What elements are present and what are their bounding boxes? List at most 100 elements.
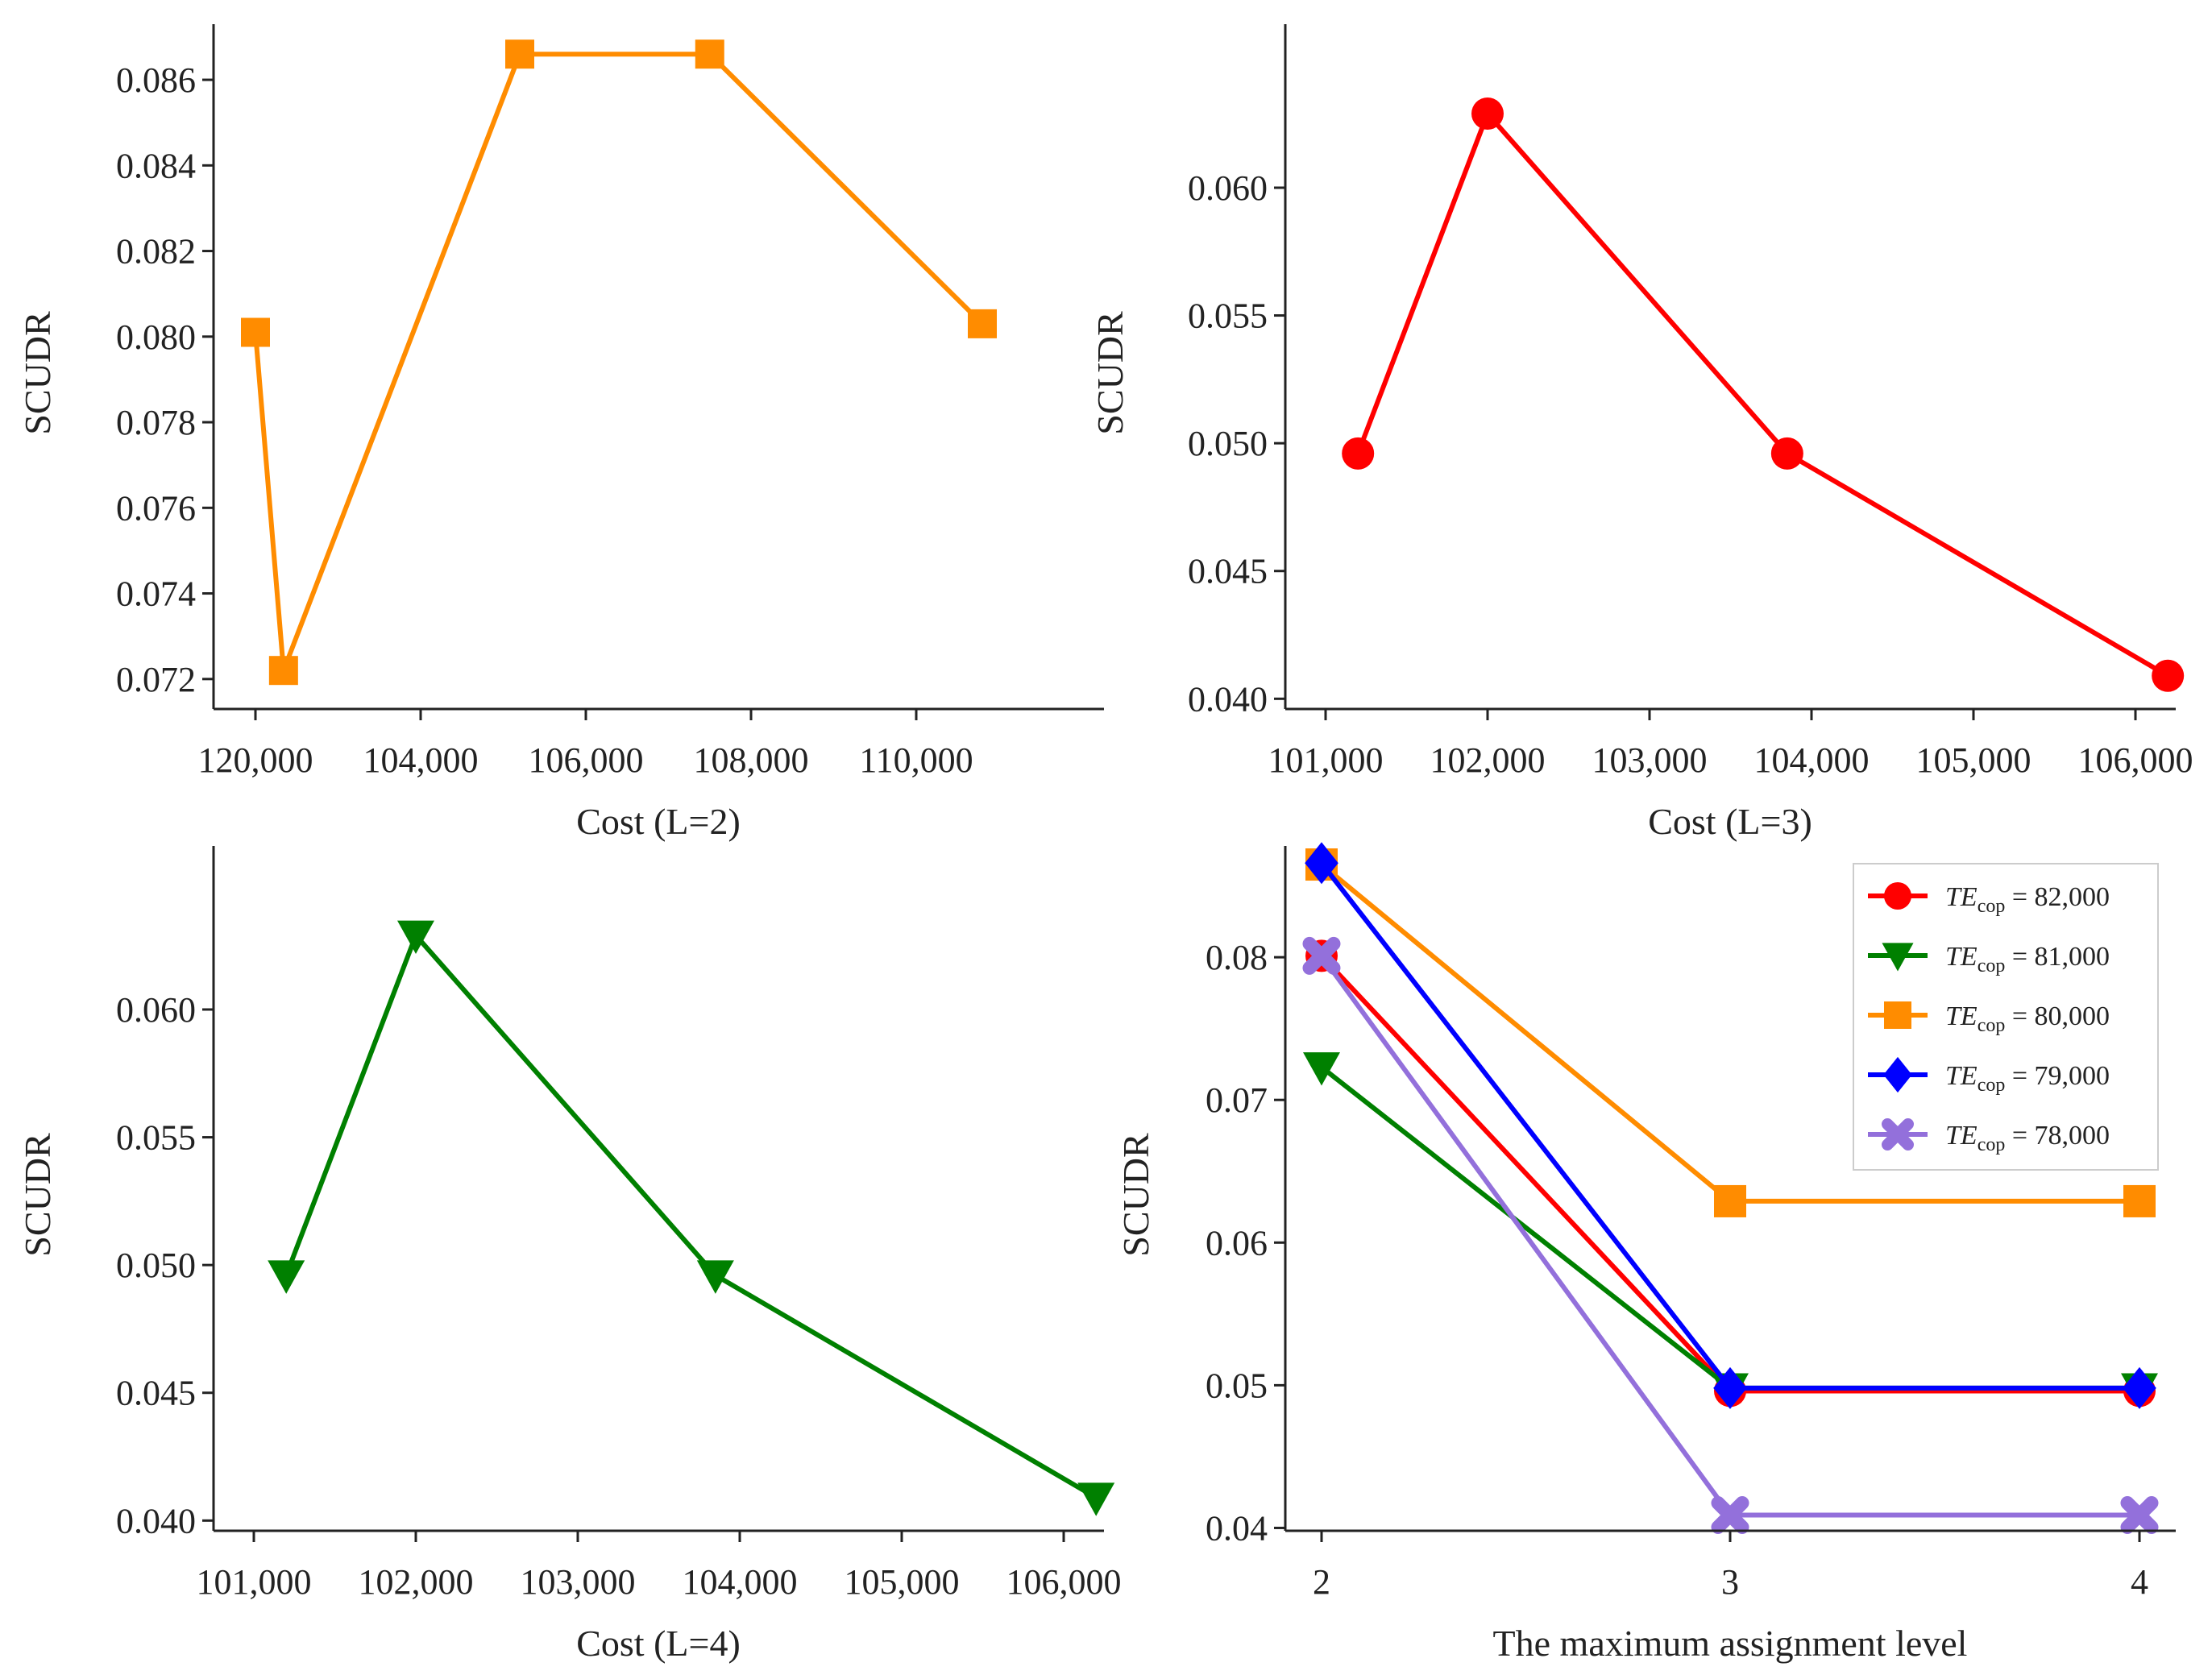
- plot-area-l4: 0.040 0.045 0.050 0.055 0.060 101,000 102,000 1…: [116, 920, 1122, 1602]
- legend-label-value: = 80,000: [2005, 1001, 2110, 1031]
- y-tick-label: 0.04: [1206, 1508, 1268, 1548]
- series-point: [1303, 1052, 1340, 1086]
- y-tick-label: 0.086: [116, 60, 196, 100]
- x-tick-label: 108,000: [694, 740, 809, 780]
- x-axis-label: Cost (L=2): [576, 801, 741, 842]
- x-tick-label: 104,000: [363, 740, 479, 780]
- legend-label-value: = 82,000: [2005, 882, 2110, 912]
- series-point: [695, 39, 724, 69]
- y-tick-label: 0.06: [1206, 1223, 1268, 1262]
- legend-label-sub: cop: [1978, 1075, 2006, 1096]
- legend-label-value: = 81,000: [2005, 942, 2110, 972]
- legend-label-prefix: TE: [1945, 882, 1978, 912]
- y-tick-label: 0.040: [116, 1501, 196, 1540]
- legend-entry: TEcop = 79,000: [1868, 1056, 2110, 1096]
- x-tick-label: 103,000: [1592, 740, 1708, 780]
- x-tick-label: 102,000: [359, 1562, 474, 1602]
- legend-marker: [1883, 1056, 1912, 1093]
- legend-label: TEcop = 79,000: [1945, 1061, 2110, 1096]
- legend-marker: [1882, 943, 1914, 972]
- x-tick-label: 3: [1721, 1562, 1739, 1602]
- chart-panel-cost-l3: 0.040 0.045 0.050 0.055 0.060 101,000 102,000 1…: [1089, 24, 2193, 842]
- legend-label-value: = 78,000: [2005, 1121, 2110, 1151]
- marker-stroke: [1302, 936, 1341, 975]
- legend-label: TEcop = 80,000: [1945, 1001, 2110, 1036]
- y-tick-label: 0.060: [1188, 168, 1268, 208]
- plot-area-levels: 0.04 0.05 0.06 0.07 0.08 2 3 4: [1206, 842, 2159, 1602]
- series-point: [1077, 1482, 1115, 1516]
- x-tick-label: 4: [2131, 1562, 2148, 1602]
- x-tick-label: 102,000: [1430, 740, 1546, 780]
- legend-entry: TEcop = 80,000: [1868, 1001, 2110, 1036]
- marker-stroke: [2120, 1496, 2159, 1535]
- series-line: [1355, 111, 2169, 678]
- y-tick-label: 0.076: [116, 488, 196, 528]
- legend-label-prefix: TE: [1945, 1121, 1978, 1151]
- x-tick-label: 110,000: [859, 740, 973, 780]
- legend-label: TEcop = 78,000: [1945, 1121, 2110, 1155]
- series-line: [253, 52, 985, 674]
- y-tick-label: 0.045: [1188, 552, 1268, 591]
- y-tick-label: 0.084: [116, 146, 196, 185]
- series-point: [1714, 1184, 1746, 1217]
- series-point: [268, 1260, 305, 1294]
- legend-label-sub: cop: [1978, 956, 2006, 976]
- series-point: [696, 1260, 734, 1294]
- series-point: [1305, 842, 1338, 885]
- series-point: [2120, 1496, 2159, 1535]
- chart-panel-assignment-level: 0.04 0.05 0.06 0.07 0.08 2 3 4 The maximum assi…: [1115, 842, 2176, 1664]
- legend-label: TEcop = 81,000: [1945, 942, 2110, 976]
- x-tick-label: 105,000: [1916, 740, 2031, 780]
- marker-stroke: [1711, 1496, 1749, 1535]
- x-axis-label: The maximum assignment level: [1493, 1623, 1968, 1664]
- legend-entry: TEcop = 81,000: [1868, 942, 2110, 976]
- y-tick-label: 0.08: [1206, 938, 1268, 977]
- series-point: [397, 920, 434, 955]
- y-tick-label: 0.055: [1188, 296, 1268, 336]
- y-tick-label: 0.074: [116, 574, 196, 614]
- legend-label: TEcop = 82,000: [1945, 882, 2110, 917]
- legend-label-prefix: TE: [1945, 1001, 1978, 1031]
- y-axis-label: SCUDR: [1089, 311, 1131, 435]
- x-tick-label: 106,000: [2078, 740, 2193, 780]
- y-tick-label: 0.050: [1188, 424, 1268, 463]
- series-point: [1770, 437, 1803, 470]
- y-tick-label: 0.072: [116, 660, 196, 699]
- series-point: [505, 39, 534, 69]
- legend-label-sub: cop: [1978, 1134, 2006, 1155]
- y-axis-label: SCUDR: [17, 1133, 58, 1257]
- y-tick-label: 0.050: [116, 1246, 196, 1285]
- series-point: [268, 656, 298, 686]
- y-tick-label: 0.060: [116, 990, 196, 1030]
- series-point: [1342, 437, 1375, 470]
- y-axis-label: SCUDR: [17, 311, 58, 435]
- legend-label-sub: cop: [1978, 1015, 2006, 1036]
- y-axis-label: SCUDR: [1115, 1133, 1156, 1257]
- legend-marker: [1884, 882, 1911, 910]
- y-tick-label: 0.05: [1206, 1366, 1268, 1405]
- x-tick-label: 101,000: [197, 1562, 312, 1602]
- series-point: [1711, 1496, 1749, 1535]
- y-tick-label: 0.078: [116, 403, 196, 442]
- legend-marker: [1884, 1001, 1911, 1029]
- series-point: [241, 317, 270, 347]
- x-tick-label: 120,000: [198, 740, 313, 780]
- legend-label-sub: cop: [1978, 896, 2006, 917]
- x-tick-label: 104,000: [683, 1562, 798, 1602]
- y-tick-label: 0.07: [1206, 1080, 1268, 1120]
- legend-label-prefix: TE: [1945, 942, 1978, 972]
- x-tick-label: 105,000: [845, 1562, 960, 1602]
- legend-entry: TEcop = 78,000: [1868, 1118, 2110, 1155]
- x-tick-label: 106,000: [1006, 1562, 1122, 1602]
- series-point: [968, 309, 997, 338]
- series-line: [284, 933, 1098, 1500]
- chart-panel-cost-l2: 0.072 0.074 0.076 0.078 0.080 0.082 0.084 0.086…: [17, 24, 1104, 842]
- legend-label-prefix: TE: [1945, 1061, 1978, 1091]
- x-tick-label: 103,000: [521, 1562, 636, 1602]
- chart-panel-cost-l4: 0.040 0.045 0.050 0.055 0.060 101,000 102,000 1…: [17, 846, 1122, 1664]
- x-tick-label: 101,000: [1268, 740, 1384, 780]
- y-tick-label: 0.055: [116, 1118, 196, 1158]
- y-tick-label: 0.040: [1188, 679, 1268, 719]
